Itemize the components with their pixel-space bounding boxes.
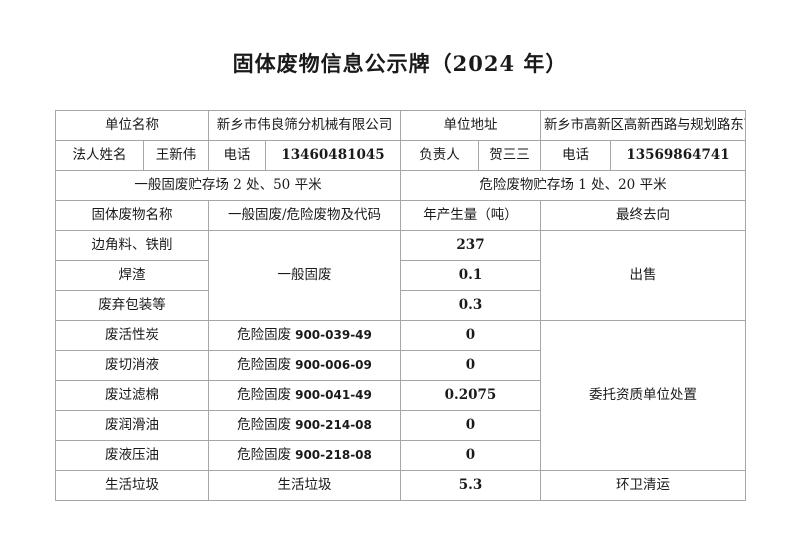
unit-name-value: 新乡市伟良筛分机械有限公司 [208, 110, 401, 141]
table-row: 废切消液 危险固废 900-006-09 0 [55, 350, 746, 381]
category-label: 危险固废 [237, 357, 292, 374]
waste-disclosure-table: 单位名称 新乡市伟良筛分机械有限公司 单位地址 新乡市高新区高新西路与规划路东南… [55, 110, 747, 501]
general-storage-info: 一般固废贮存场 2 处、50 平米 [55, 170, 401, 201]
waste-category-code: 危险固废 900-006-09 [208, 350, 401, 381]
category-label: 危险固废 [237, 417, 292, 434]
waste-destination-hazardous: 委托资质单位处置 [539, 320, 747, 471]
manager-label: 负责人 [400, 140, 479, 171]
table-row-headers: 固体废物名称 一般固废/危险废物及代码 年产生量（吨） 最终去向 [55, 200, 747, 231]
waste-amount: 0 [400, 350, 541, 381]
waste-amount: 0 [400, 320, 541, 351]
waste-amount: 0.2075 [400, 380, 541, 411]
legal-phone-label: 电话 [208, 140, 266, 171]
waste-name: 边角料、铁削 [55, 230, 209, 261]
header-category-code: 一般固废/危险废物及代码 [208, 200, 401, 231]
table-row: 生活垃圾 生活垃圾 5.3 环卫清运 [55, 470, 747, 501]
table-row: 边角料、铁削 一般固废 237 出售 [55, 230, 747, 321]
waste-name: 废弃包装等 [55, 290, 209, 321]
legal-person-label: 法人姓名 [55, 140, 144, 171]
waste-name: 生活垃圾 [55, 470, 209, 501]
waste-name: 废过滤棉 [55, 380, 209, 411]
waste-destination-general: 出售 [539, 230, 747, 321]
unit-address-label: 单位地址 [400, 110, 541, 141]
manager-value: 贺三三 [478, 140, 541, 171]
category-label: 危险固废 [237, 327, 292, 344]
table-row: 废弃包装等 0.3 [55, 290, 746, 321]
legal-phone-value: 13460481045 [265, 140, 401, 171]
header-annual-output: 年产生量（吨） [400, 200, 541, 231]
waste-disclosure-table-container: 单位名称 新乡市伟良筛分机械有限公司 单位地址 新乡市高新区高新西路与规划路东南… [55, 110, 747, 501]
category-label: 危险固废 [237, 387, 292, 404]
waste-amount: 0 [400, 440, 541, 471]
waste-category-code: 危险固废 900-039-49 [208, 320, 401, 351]
hazard-code: 900-218-08 [295, 448, 372, 463]
waste-category-code: 危险固废 900-218-08 [208, 440, 401, 471]
manager-phone-label: 电话 [540, 140, 611, 171]
waste-amount: 0.1 [400, 260, 541, 291]
waste-name: 废切消液 [55, 350, 209, 381]
header-destination: 最终去向 [539, 200, 747, 231]
waste-amount: 0.3 [400, 290, 541, 321]
table-row-storage: 一般固废贮存场 2 处、50 平米 危险废物贮存场 1 处、20 平米 [55, 170, 747, 201]
page-title: 固体废物信息公示牌（2024 年） [232, 51, 568, 76]
unit-name-label: 单位名称 [55, 110, 209, 141]
waste-destination: 环卫清运 [539, 470, 747, 501]
unit-address-value: 新乡市高新区高新西路与规划路东南角 [539, 110, 747, 141]
legal-person-value: 王新伟 [143, 140, 209, 171]
waste-name: 废活性炭 [55, 320, 209, 351]
waste-name: 焊渣 [55, 260, 209, 291]
table-row: 废过滤棉 危险固废 900-041-49 0.2075 [55, 380, 746, 411]
hazard-code: 900-039-49 [295, 328, 372, 343]
waste-category-general: 一般固废 [208, 230, 401, 321]
hazard-code: 900-041-49 [295, 388, 372, 403]
waste-amount: 237 [400, 230, 541, 261]
table-row-contacts: 法人姓名 王新伟 电话 13460481045 负责人 贺三三 电话 13569… [55, 140, 747, 171]
waste-name: 废润滑油 [55, 410, 209, 441]
table-row: 废活性炭 危险固废 900-039-49 0 委托资质单位处置 [55, 320, 747, 471]
hazard-code: 900-214-08 [295, 418, 372, 433]
waste-amount: 5.3 [400, 470, 541, 501]
manager-phone-value: 13569864741 [609, 140, 747, 171]
waste-category: 生活垃圾 [208, 470, 401, 501]
hazardous-storage-info: 危险废物贮存场 1 处、20 平米 [399, 170, 747, 201]
header-waste-name: 固体废物名称 [55, 200, 209, 231]
waste-amount: 0 [400, 410, 541, 441]
waste-category-code: 危险固废 900-214-08 [208, 410, 401, 441]
table-row-company-name: 单位名称 新乡市伟良筛分机械有限公司 单位地址 新乡市高新区高新西路与规划路东南… [55, 110, 747, 141]
table-row: 废润滑油 危险固废 900-214-08 0 [55, 410, 746, 441]
category-label: 危险固废 [237, 447, 292, 464]
table-row: 焊渣 0.1 [55, 260, 746, 291]
waste-category-code: 危险固废 900-041-49 [208, 380, 401, 411]
waste-name: 废液压油 [55, 440, 209, 471]
hazard-code: 900-006-09 [295, 358, 372, 373]
